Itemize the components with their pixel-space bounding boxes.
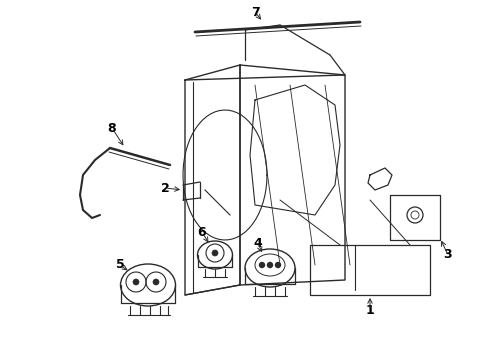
Text: 2: 2 — [160, 181, 169, 194]
Text: 4: 4 — [253, 237, 262, 249]
Circle shape — [153, 279, 159, 285]
Circle shape — [212, 250, 218, 256]
Circle shape — [275, 262, 280, 267]
Text: 6: 6 — [197, 225, 206, 239]
Text: 7: 7 — [250, 5, 259, 18]
Text: 8: 8 — [107, 122, 116, 135]
Circle shape — [267, 262, 272, 267]
Text: 5: 5 — [115, 258, 124, 271]
Circle shape — [259, 262, 264, 267]
Text: 3: 3 — [443, 248, 451, 261]
Text: 1: 1 — [365, 303, 374, 316]
Circle shape — [133, 279, 139, 285]
